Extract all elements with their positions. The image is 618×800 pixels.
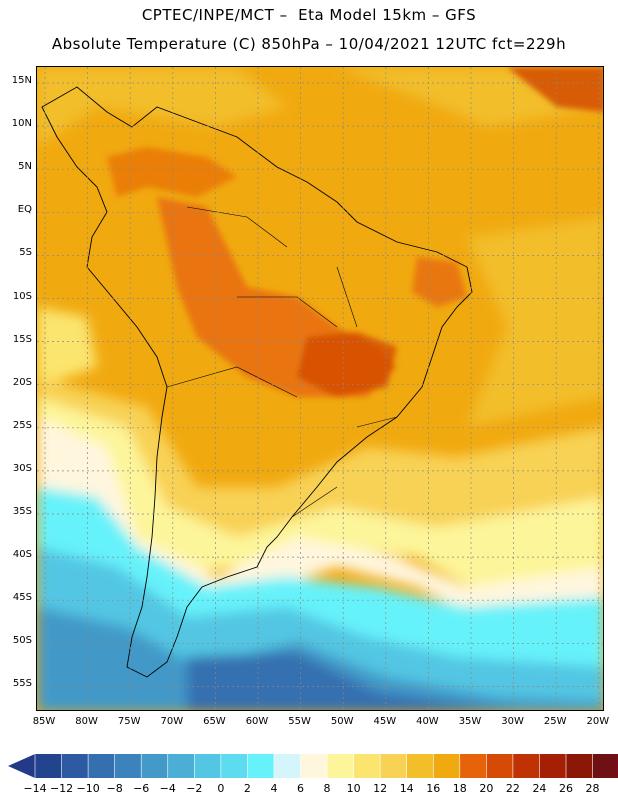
colorbar-swatch-17 (486, 754, 514, 778)
colorbar (8, 754, 618, 778)
field-deep-blue (187, 652, 503, 710)
colorbar-swatch-2 (88, 754, 116, 778)
colorbar-tick-9: 4 (270, 782, 278, 795)
colorbar-tick-13: 12 (373, 782, 388, 795)
colorbar-swatch-4 (141, 754, 169, 778)
colorbar-tick-21: 28 (585, 782, 600, 795)
longitude-label-85w: 85W (32, 716, 56, 727)
field-pale-band (37, 397, 603, 597)
colorbar-tick-6: −2 (186, 782, 203, 795)
longitude-label-50w: 50W (330, 716, 354, 727)
colorbar-tick-11: 8 (323, 782, 331, 795)
colorbar-tick-18: 22 (505, 782, 520, 795)
field-yellow-band (37, 377, 603, 547)
colorbar-tick-19: 24 (532, 782, 547, 795)
colorbar-low-arrow (8, 754, 35, 778)
latitude-label-30s: 30S (12, 462, 32, 474)
latitude-label-20s: 20S (12, 376, 32, 388)
latitude-label-15s: 15S (12, 333, 32, 345)
colorbar-tick-16: 18 (452, 782, 467, 795)
latitude-label-10n: 10N (11, 118, 32, 130)
latitude-label-15n: 15N (11, 75, 32, 86)
chart-title-model: CPTEC/INPE/MCT – Eta Model 15km – GFS (141, 6, 477, 24)
colorbar-high-arrow (612, 755, 618, 777)
latitude-label-10s: 10S (12, 290, 32, 302)
latitude-label-eq: EQ (17, 204, 32, 216)
field-hot-core (297, 332, 397, 397)
longitude-label-60w: 60W (245, 716, 269, 727)
field-light-west (37, 307, 97, 387)
colorbar-swatch-7 (220, 754, 248, 778)
latitude-label-5n: 5N (18, 161, 32, 173)
colorbar-tick-5: −4 (159, 782, 176, 795)
temperature-map (36, 66, 604, 711)
field-blue (37, 607, 603, 710)
longitude-label-65w: 65W (203, 716, 226, 727)
colorbar-swatch-14 (406, 754, 434, 778)
colorbar-swatch-11 (327, 754, 355, 778)
colorbar-tick-12: 10 (346, 782, 361, 795)
colorbar-swatch-20 (566, 754, 594, 778)
colorbar-swatch-8 (247, 754, 275, 778)
colorbar-tick-7: 0 (217, 782, 225, 795)
colorbar-swatch-5 (167, 754, 195, 778)
colorbar-tick-2: −10 (76, 782, 100, 795)
latitude-label-25s: 25S (12, 419, 32, 431)
field-yellow-east (467, 217, 603, 427)
longitude-label-80w: 80W (75, 716, 98, 727)
colorbar-swatch-15 (433, 754, 461, 778)
field-hot-east (412, 257, 467, 307)
field-yellow-nw (37, 67, 287, 147)
latitude-label-5s: 5S (19, 247, 32, 259)
latitude-label-50s: 50S (12, 635, 32, 647)
colorbar-tick-1: −12 (49, 782, 74, 795)
colorbar-swatch-18 (512, 754, 540, 778)
colorbar-tick-20: 26 (559, 782, 573, 795)
longitude-label-70w: 70W (160, 716, 184, 727)
latitude-label-40s: 40S (12, 549, 32, 561)
longitude-label-25w: 25W (543, 716, 567, 727)
colorbar-swatch-19 (539, 754, 567, 778)
colorbar-swatch-0 (35, 754, 63, 778)
map-canvas (37, 67, 603, 710)
latitude-label-35s: 35S (12, 506, 32, 517)
field-hot-ne-ocean (507, 67, 603, 112)
colorbar-swatch-6 (194, 754, 222, 778)
field-warm-north (107, 147, 237, 197)
colorbar-tick-8: 2 (243, 782, 251, 795)
colorbar-swatch-10 (300, 754, 328, 778)
colorbar-tick-4: −6 (133, 782, 150, 795)
longitude-label-40w: 40W (416, 716, 439, 727)
colorbar-swatch-9 (273, 754, 301, 778)
colorbar-tick-17: 20 (479, 782, 494, 795)
latitude-label-45s: 45S (12, 592, 32, 604)
longitude-label-30w: 30W (501, 716, 524, 727)
longitude-label-55w: 55W (288, 716, 311, 727)
colorbar-swatch-3 (114, 754, 142, 778)
colorbar-tick-14: 14 (399, 782, 414, 795)
longitude-label-75w: 75W (117, 716, 141, 727)
colorbar-swatch-16 (459, 754, 487, 778)
longitude-label-45w: 45W (373, 716, 397, 727)
colorbar-swatch-12 (353, 754, 381, 778)
colorbar-swatch-13 (380, 754, 408, 778)
longitude-label-20w: 20W (586, 716, 610, 727)
colorbar-tick-15: 16 (426, 782, 441, 795)
chart-title-variable: Absolute Temperature (C) 850hPa – 10/04/… (51, 35, 567, 53)
colorbar-swatch-1 (61, 754, 89, 778)
border-lines (166, 206, 398, 518)
colorbar-tick-0: −14 (23, 782, 47, 795)
longitude-label-35w: 35W (458, 716, 482, 727)
colorbar-tick-3: −8 (106, 782, 123, 795)
latitude-label-55s: 55S (12, 678, 32, 690)
colorbar-tick-10: 6 (297, 782, 304, 795)
